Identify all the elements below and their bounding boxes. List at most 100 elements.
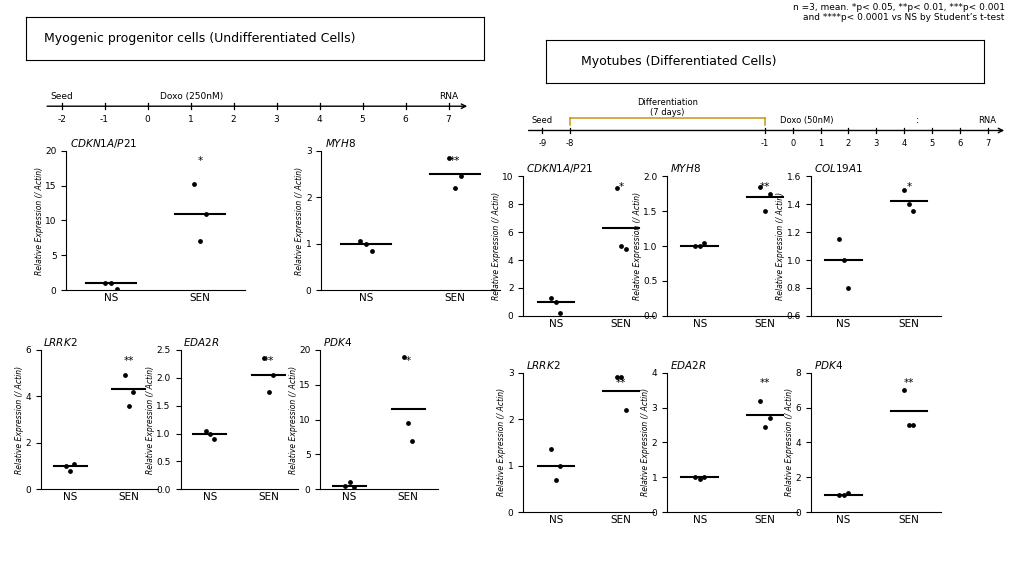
Point <box>830 490 847 499</box>
Point <box>116 371 132 380</box>
Y-axis label: Relative Expression (/ Actin): Relative Expression (/ Actin) <box>491 192 500 300</box>
Point <box>58 461 74 471</box>
Point <box>839 488 855 497</box>
Point <box>900 200 916 209</box>
Point <box>900 420 916 430</box>
Text: $\bf{\it{EDA2R}}$: $\bf{\it{EDA2R}}$ <box>669 358 705 370</box>
Text: -2: -2 <box>57 115 66 124</box>
Text: **: ** <box>903 378 913 388</box>
Text: $\bf{\it{LRRK2}}$: $\bf{\it{LRRK2}}$ <box>526 358 559 370</box>
Point <box>752 396 768 405</box>
Point <box>404 436 420 445</box>
Point <box>103 278 119 287</box>
Text: 1: 1 <box>817 138 822 147</box>
Point <box>695 473 711 482</box>
Text: $\bf{\it{EDA2R}}$: $\bf{\it{EDA2R}}$ <box>182 336 219 348</box>
Point <box>896 186 912 195</box>
Text: :: : <box>915 116 919 125</box>
Text: 6: 6 <box>403 115 408 124</box>
Text: Seed: Seed <box>531 117 552 125</box>
Point <box>192 237 208 246</box>
Point <box>691 475 707 484</box>
Text: 3: 3 <box>273 115 279 124</box>
Text: **: ** <box>759 182 769 192</box>
Y-axis label: Relative Expression (/ Actin): Relative Expression (/ Actin) <box>296 166 304 275</box>
Text: 7: 7 <box>445 115 451 124</box>
Text: n =3, mean. *p< 0.05, **p< 0.01, ***p< 0.001
and ****p< 0.0001 vs NS by Student’: n =3, mean. *p< 0.05, **p< 0.01, ***p< 0… <box>792 3 1004 22</box>
Point <box>543 293 559 302</box>
Text: *: * <box>406 356 411 365</box>
Text: 3: 3 <box>872 138 878 147</box>
Point <box>612 242 629 251</box>
Point <box>752 182 768 191</box>
Text: *: * <box>905 182 911 192</box>
Point <box>446 183 463 192</box>
Point <box>120 401 137 410</box>
Text: -1: -1 <box>760 138 768 147</box>
Text: **: ** <box>615 378 626 388</box>
Text: 0: 0 <box>145 115 150 124</box>
Point <box>760 189 776 199</box>
Point <box>352 237 368 246</box>
Text: **: ** <box>449 156 460 166</box>
Point <box>835 255 851 265</box>
Point <box>904 420 920 430</box>
Point <box>395 352 412 361</box>
Text: Myogenic progenitor cells (Undifferentiated Cells): Myogenic progenitor cells (Undifferentia… <box>44 32 355 45</box>
Text: -8: -8 <box>566 138 574 147</box>
Point <box>337 481 354 490</box>
Y-axis label: Relative Expression (/ Actin): Relative Expression (/ Actin) <box>146 365 155 474</box>
Point <box>695 238 711 247</box>
Point <box>830 234 847 244</box>
Text: Differentiation
(7 days): Differentiation (7 days) <box>637 98 697 117</box>
Point <box>616 405 633 414</box>
Point <box>264 370 280 380</box>
Point <box>543 445 559 454</box>
Y-axis label: Relative Expression (/ Actin): Relative Expression (/ Actin) <box>497 388 505 497</box>
Point <box>904 207 920 216</box>
Point <box>109 284 125 294</box>
Text: 4: 4 <box>316 115 322 124</box>
Point <box>551 461 568 470</box>
Text: Myotubes (Differentiated Cells): Myotubes (Differentiated Cells) <box>580 55 775 68</box>
Point <box>547 297 564 306</box>
FancyArrowPatch shape <box>47 104 466 109</box>
Text: 2: 2 <box>230 115 236 124</box>
Point <box>687 473 703 482</box>
Point <box>358 239 374 248</box>
FancyArrowPatch shape <box>528 128 1002 133</box>
Point <box>260 387 276 397</box>
Text: 4: 4 <box>901 138 906 147</box>
Point <box>62 466 78 475</box>
Text: 1: 1 <box>187 115 194 124</box>
Text: -1: -1 <box>100 115 109 124</box>
Text: 0: 0 <box>790 138 795 147</box>
Point <box>345 483 362 492</box>
Point <box>198 209 214 218</box>
Point <box>608 373 625 382</box>
Point <box>835 490 851 499</box>
Point <box>547 475 564 484</box>
Text: 5: 5 <box>360 115 365 124</box>
Text: RNA: RNA <box>438 92 458 101</box>
Y-axis label: Relative Expression (/ Actin): Relative Expression (/ Actin) <box>35 166 44 275</box>
Point <box>691 242 707 251</box>
Point <box>341 478 358 487</box>
Y-axis label: Relative Expression (/ Actin): Relative Expression (/ Actin) <box>641 388 649 497</box>
Text: Seed: Seed <box>50 92 72 101</box>
Point <box>612 373 629 382</box>
Point <box>839 283 855 292</box>
Text: $\bf{\it{MYH8}}$: $\bf{\it{MYH8}}$ <box>324 137 356 149</box>
Text: 5: 5 <box>928 138 933 147</box>
Point <box>608 183 625 192</box>
Text: RNA: RNA <box>977 117 996 125</box>
Y-axis label: Relative Expression (/ Actin): Relative Expression (/ Actin) <box>785 388 793 497</box>
Point <box>399 419 416 428</box>
Text: $\bf{\it{COL19A1}}$: $\bf{\it{COL19A1}}$ <box>813 162 862 174</box>
Y-axis label: Relative Expression (/ Actin): Relative Expression (/ Actin) <box>15 365 23 474</box>
Text: $\bf{\it{MYH8}}$: $\bf{\it{MYH8}}$ <box>669 162 700 174</box>
Point <box>756 207 772 216</box>
Point <box>364 246 380 255</box>
Point <box>551 308 568 318</box>
Text: **: ** <box>123 356 133 365</box>
